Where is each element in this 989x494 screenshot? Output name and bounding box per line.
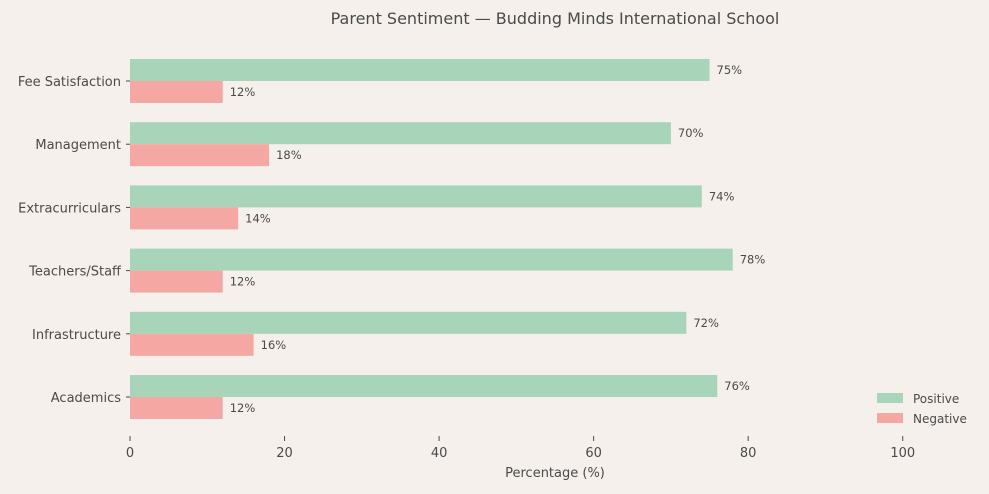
x-tick-label: 0 xyxy=(126,446,134,461)
bar-value-label: 78% xyxy=(740,253,766,267)
y-axis: Academics Infrastructure Teachers/Staff Ext… xyxy=(18,75,130,406)
x-tick-label: 60 xyxy=(585,446,602,461)
x-axis-label: Percentage (%) xyxy=(505,466,605,481)
bar-negative xyxy=(130,144,270,167)
bars: 76% 12% 72% 16% 78% 12% 74% 14% 70% 18% 75% 12% xyxy=(130,59,765,419)
bar-value-label: 16% xyxy=(261,338,287,352)
y-tick-label: Extracurriculars xyxy=(18,201,121,216)
legend-label: Positive xyxy=(913,392,959,406)
x-tick-label: 40 xyxy=(431,446,448,461)
bar-value-label: 12% xyxy=(230,85,256,99)
bar-value-label: 18% xyxy=(276,148,302,162)
y-tick-label: Management xyxy=(35,138,121,153)
bar-value-label: 14% xyxy=(245,211,271,225)
bar-negative xyxy=(130,81,223,103)
legend-label: Negative xyxy=(913,412,967,426)
bar-value-label: 75% xyxy=(717,63,743,77)
legend: Positive Negative xyxy=(877,392,967,426)
chart-title: Parent Sentiment — Budding Minds Interna… xyxy=(331,9,780,28)
bar-negative xyxy=(130,207,239,230)
bar-value-label: 70% xyxy=(678,126,704,140)
bar-positive xyxy=(130,311,687,334)
bar-value-label: 74% xyxy=(709,189,735,203)
bar-negative xyxy=(130,397,223,419)
legend-swatch-positive xyxy=(877,393,903,403)
x-axis: 0 20 40 60 80 100 xyxy=(126,436,915,461)
bar-positive xyxy=(130,59,710,81)
bar-positive xyxy=(130,248,733,271)
y-tick-label: Fee Satisfaction xyxy=(18,75,121,90)
bar-positive xyxy=(130,122,671,145)
y-tick-label: Infrastructure xyxy=(32,328,121,343)
x-tick-label: 80 xyxy=(740,446,757,461)
bar-negative xyxy=(130,270,223,293)
bar-value-label: 76% xyxy=(724,379,750,393)
legend-swatch-negative xyxy=(877,413,903,423)
y-tick-label: Teachers/Staff xyxy=(28,265,122,280)
bar-negative xyxy=(130,333,254,356)
x-tick-label: 20 xyxy=(276,446,293,461)
bar-value-label: 12% xyxy=(230,275,256,289)
bar-positive xyxy=(130,375,718,397)
y-tick-label: Academics xyxy=(51,391,121,406)
bar-value-label: 72% xyxy=(693,316,719,330)
bar-positive xyxy=(130,185,702,208)
bar-value-label: 12% xyxy=(230,401,256,415)
x-tick-label: 100 xyxy=(890,446,915,461)
